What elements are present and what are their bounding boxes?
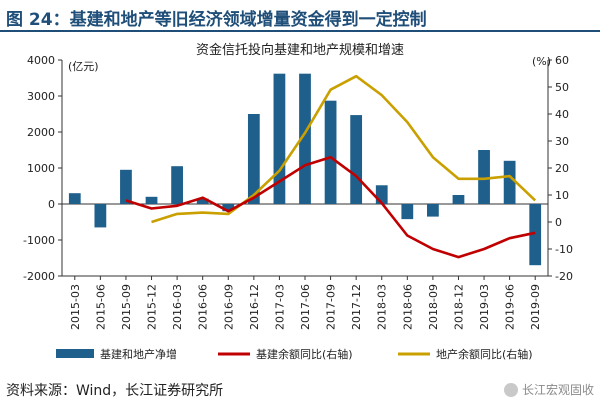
bar-net-increase — [94, 204, 107, 228]
y-right-tick-label: 50 — [555, 81, 569, 94]
y-left-tick-label: 4000 — [27, 54, 55, 67]
bar-net-increase — [196, 198, 209, 204]
bar-net-increase — [222, 204, 235, 212]
bar-net-increase — [401, 204, 414, 220]
y-right-tick-label: -10 — [555, 243, 573, 256]
bar-net-increase — [478, 150, 490, 204]
x-tick-label: 2018-09 — [427, 284, 440, 330]
legend-label-infra: 基建余额同比(右轴) — [256, 347, 353, 361]
x-tick-label: 2015-12 — [146, 284, 159, 330]
figure-footer: 资料来源：Wind，长江证券研究所 长江宏观固收 — [0, 376, 600, 402]
wechat-icon — [503, 382, 518, 397]
bar-net-increase — [299, 73, 311, 205]
x-tick-label: 2016-09 — [222, 284, 235, 330]
y-right-tick-label: 60 — [555, 54, 569, 67]
y-left-unit-label: (亿元) — [68, 60, 99, 73]
bar-net-increase — [427, 204, 439, 217]
source-note: 资料来源：Wind，长江证券研究所 — [6, 383, 224, 399]
x-tick-label: 2017-06 — [299, 284, 312, 330]
bar-net-increase — [503, 160, 516, 204]
legend-swatch-bar — [56, 349, 94, 358]
y-left-tick-label: 2000 — [27, 126, 55, 139]
figure-header: 图 24：基建和地产等旧经济领域增量资金得到一定控制 — [0, 0, 600, 32]
legend-label-realestate: 地产余额同比(右轴) — [436, 347, 533, 361]
y-right-tick-label: -20 — [555, 270, 573, 283]
bar-net-increase — [120, 169, 132, 204]
bar-net-increase — [171, 166, 183, 204]
bar-net-increase — [529, 204, 542, 266]
y-left-tick-label: -1000 — [23, 234, 55, 247]
bar-net-increase — [145, 196, 158, 204]
line-realestate-yoy — [151, 74, 537, 224]
bar-net-increase — [350, 115, 363, 204]
x-tick-label: 2017-03 — [273, 284, 286, 330]
x-tick-label: 2019-09 — [529, 284, 542, 330]
x-tick-label: 2018-06 — [401, 284, 414, 330]
bar-net-increase — [68, 193, 81, 204]
y-right-unit-label: (%) — [532, 55, 551, 68]
x-tick-label: 2018-03 — [376, 284, 389, 330]
x-tick-label: 2016-03 — [171, 284, 184, 330]
y-left-tick-label: 3000 — [27, 90, 55, 103]
y-left-tick-label: 0 — [48, 198, 55, 211]
legend-label-bar: 基建和地产净增 — [100, 347, 177, 361]
chart-area: 资金信托投向基建和地产规模和增速 (亿元) (%) 4000 3000 2000 1000 0… — [23, 42, 573, 361]
line-infra-yoy — [125, 155, 536, 259]
y-left-tick-label: 1000 — [27, 162, 55, 175]
figure-title: 图 24：基建和地产等旧经济领域增量资金得到一定控制 — [6, 10, 427, 30]
y-right-tick-label: 0 — [555, 216, 562, 229]
y-right-tick-label: 40 — [555, 108, 569, 121]
x-tick-label: 2016-12 — [248, 284, 261, 330]
y-left-tick-label: -2000 — [23, 270, 55, 283]
y-right-tick-label: 10 — [555, 189, 569, 202]
x-tick-label: 2015-03 — [69, 284, 82, 330]
bar-net-increase — [375, 185, 388, 204]
bar-net-increase — [452, 195, 465, 204]
y-right-tick-label: 30 — [555, 135, 569, 148]
bar-net-increase — [273, 73, 286, 205]
x-tick-label: 2017-09 — [325, 284, 338, 330]
watermark-text: 长江宏观固收 — [521, 383, 594, 397]
x-tick-label: 2015-09 — [120, 284, 133, 330]
chart-title: 资金信托投向基建和地产规模和增速 — [196, 42, 404, 58]
x-tick-label: 2016-06 — [197, 284, 210, 330]
x-tick-label: 2015-06 — [94, 284, 107, 330]
x-tick-label: 2019-03 — [478, 284, 491, 330]
bar-net-increase — [324, 100, 337, 204]
x-tick-label: 2018-12 — [452, 284, 465, 330]
watermark: 长江宏观固收 — [503, 381, 594, 398]
y-right-tick-label: 20 — [555, 162, 569, 175]
x-tick-label: 2017-12 — [350, 284, 363, 330]
x-tick-label: 2019-06 — [504, 284, 517, 330]
bar-net-increase — [247, 114, 260, 204]
